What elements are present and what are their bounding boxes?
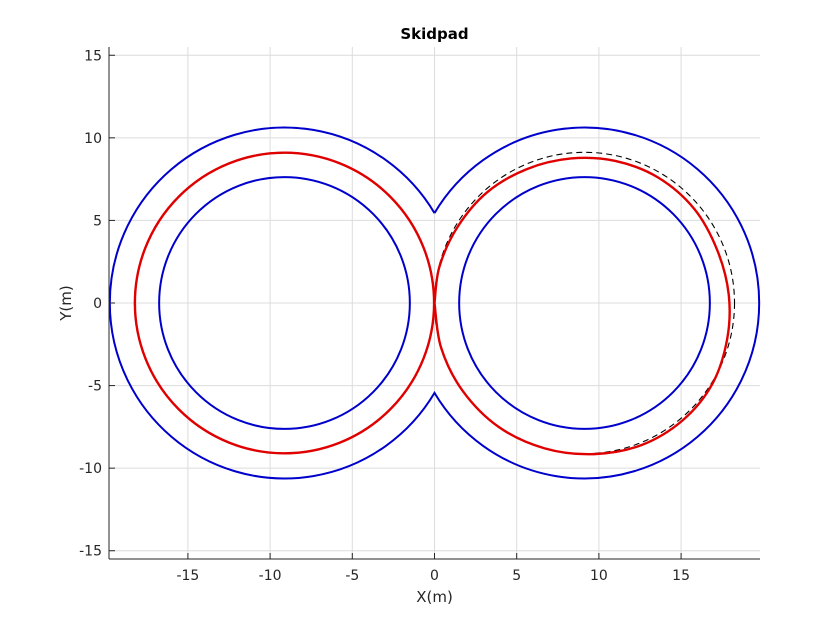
series-driven-right: [433, 156, 731, 456]
x-tick-label: 0: [430, 568, 439, 584]
y-tick-label: 5: [93, 213, 102, 229]
x-tick-label: 15: [672, 568, 690, 584]
y-tick-label: -10: [79, 461, 102, 477]
x-tick-label: -5: [345, 568, 359, 584]
x-tick-label: 10: [590, 568, 608, 584]
y-tick-label: 10: [84, 131, 102, 147]
chart-title: Skidpad: [400, 25, 468, 43]
y-tick-label: -5: [88, 379, 102, 395]
x-tick-label: -15: [176, 568, 199, 584]
series-inner-circle-left: [158, 176, 411, 430]
y-tick-label: 0: [93, 296, 102, 312]
series-outer-boundary: [108, 126, 761, 480]
x-axis-label: X(m): [416, 588, 453, 606]
x-tick-label: 5: [512, 568, 521, 584]
x-tick-label: -10: [259, 568, 282, 584]
y-tick-label: -15: [79, 544, 102, 560]
series-inner-circle-right: [458, 176, 711, 430]
series-driven-left: [133, 151, 436, 455]
y-tick-label: 15: [84, 48, 102, 64]
axes: -15 -10 -5 0 5 10 15 -15 -10 -5 0 5 10 15: [79, 47, 760, 584]
plot-area: [108, 126, 761, 480]
y-axis-label: Y(m): [57, 285, 75, 321]
grid: [109, 47, 760, 559]
